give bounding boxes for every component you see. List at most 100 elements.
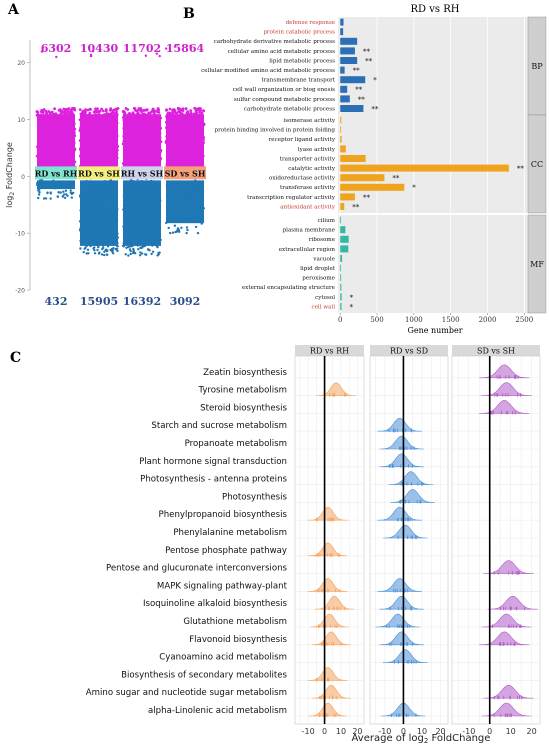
volcano-up-point	[63, 109, 67, 113]
volcano-down-point	[44, 197, 48, 200]
ridge-x-tick-label: 10	[506, 727, 516, 736]
volcano-down-point	[90, 217, 93, 220]
volcano-up-point	[168, 107, 172, 111]
volcano-down-point	[139, 251, 142, 254]
volcano-down-point	[94, 192, 97, 195]
volcano-down-point	[139, 246, 143, 249]
volcano-down-point	[148, 219, 152, 222]
volcano-down-point	[166, 219, 169, 223]
volcano-down-point	[111, 211, 115, 214]
volcano-down-point	[128, 239, 131, 242]
volcano-down-point	[139, 219, 142, 222]
volcano-y-label: log2 FoldChange	[5, 142, 16, 208]
volcano-down-point	[186, 228, 189, 232]
volcano-y-tick-label: 20	[17, 60, 25, 67]
volcano-up-point	[193, 106, 197, 110]
volcano-down-point	[46, 191, 49, 194]
volcano-up-point	[98, 109, 102, 113]
volcano-down-point	[106, 253, 109, 256]
ridge-pathway-label: Isoquinoline alkaloid biosynthesis	[143, 599, 288, 609]
volcano-up-point	[81, 109, 85, 113]
volcano-down-point	[122, 204, 126, 207]
volcano-down-point	[149, 217, 153, 220]
volcano-down-point	[97, 232, 100, 235]
volcano-down-point	[152, 208, 155, 211]
go-bar	[340, 116, 342, 124]
volcano-group-label: RD vs RH	[35, 168, 78, 178]
go-bar	[340, 18, 344, 26]
go-bar	[340, 193, 355, 201]
volcano-down-point	[93, 197, 96, 200]
ridge-density	[487, 595, 538, 610]
volcano-down-point	[150, 205, 154, 209]
volcano-down-point	[139, 182, 142, 185]
volcano-up-point	[189, 111, 193, 115]
volcano-down-point	[87, 203, 90, 206]
volcano-up-point	[189, 109, 193, 112]
volcano-down-point	[102, 244, 105, 247]
volcano-down-point	[83, 236, 86, 240]
volcano-up-point	[157, 111, 161, 114]
ridge-density	[308, 667, 348, 681]
volcano-up-count: 6302	[41, 42, 72, 55]
volcano-down-point	[145, 227, 148, 231]
volcano-down-point	[126, 219, 129, 222]
go-bar	[340, 264, 342, 272]
volcano-down-point	[134, 236, 138, 239]
volcano-down-point	[133, 207, 136, 210]
volcano-up-point	[165, 108, 169, 112]
volcano-up-point	[126, 108, 130, 111]
ridge-pathway-label: Pentose and glucuronate interconversions	[106, 564, 288, 574]
volcano-down-point	[151, 250, 155, 253]
ridge-pathway-label: Steroid biosynthesis	[200, 403, 287, 413]
volcano-up-point	[86, 108, 90, 112]
ridge-pathway-label: alpha-Linolenic acid metabolism	[148, 706, 287, 716]
volcano-down-point	[69, 189, 72, 192]
volcano-down-point	[140, 214, 143, 217]
volcano-down-point	[102, 246, 105, 250]
volcano-up-cloud	[80, 114, 118, 177]
go-bar	[340, 66, 345, 74]
volcano-up-point	[53, 107, 56, 111]
volcano-down-point	[88, 223, 91, 226]
volcano-down-point	[123, 226, 127, 230]
volcano-down-point	[151, 203, 155, 206]
volcano-down-point	[140, 220, 144, 223]
go-term-label: protein binding involved in protein fold…	[215, 128, 336, 134]
go-x-tick-label: 1000	[405, 316, 423, 324]
ridge-facet-strip	[370, 345, 448, 356]
volcano-down-point	[79, 229, 82, 232]
volcano-up-point	[172, 108, 175, 111]
ridge-pathway-label: Photosynthesis - antenna proteins	[140, 475, 287, 485]
go-significance: **	[363, 48, 371, 56]
volcano-down-point	[155, 225, 158, 229]
volcano-down-point	[159, 238, 162, 242]
volcano-y-tick-label: 10	[17, 117, 25, 124]
volcano-up-point	[195, 111, 199, 115]
volcano-down-point	[93, 240, 96, 243]
go-bar	[340, 274, 342, 282]
volcano-down-point	[194, 179, 197, 182]
volcano-down-point	[128, 194, 131, 197]
ridge-density	[311, 631, 351, 646]
volcano-down-point	[49, 192, 52, 195]
volcano-up-point	[69, 109, 73, 112]
volcano-down-point	[111, 192, 114, 196]
ridge-density	[479, 400, 530, 414]
volcano-up-point	[100, 107, 103, 111]
volcano-down-point	[84, 194, 88, 197]
volcano-down-point	[79, 209, 82, 212]
volcano-up-cloud	[37, 114, 75, 177]
go-x-tick-label: 500	[370, 316, 383, 324]
volcano-down-point	[50, 181, 53, 184]
ridge-density	[314, 595, 355, 610]
volcano-down-point	[104, 215, 108, 218]
volcano-down-point	[131, 199, 134, 202]
volcano-down-point	[52, 184, 55, 187]
ridge-pathway-label: Glutathione metabolism	[183, 617, 287, 627]
volcano-down-point	[89, 238, 92, 241]
volcano-down-point	[143, 183, 147, 186]
go-bar	[340, 57, 358, 64]
volcano-up-point	[84, 108, 87, 112]
volcano-down-point	[83, 231, 86, 234]
